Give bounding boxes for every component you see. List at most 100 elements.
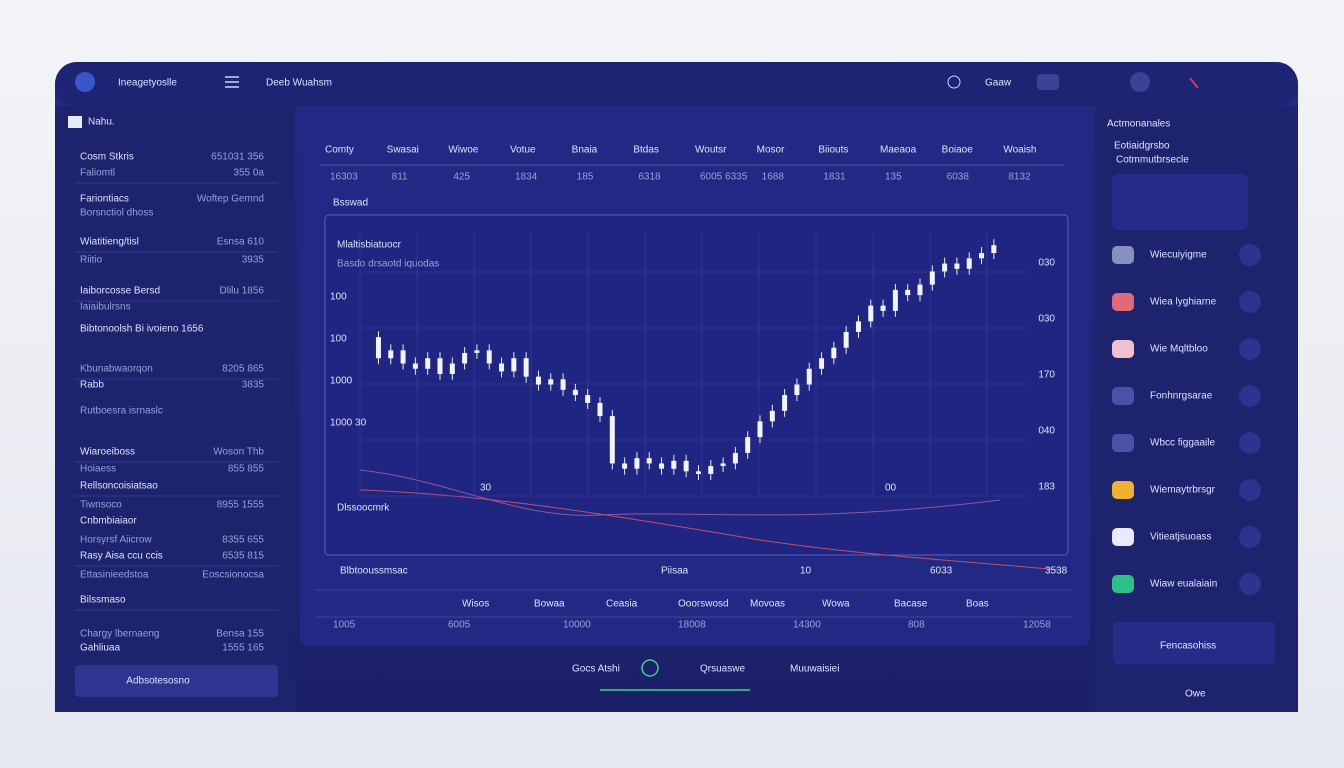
row-label: Tiwnsoco	[80, 500, 122, 511]
menu-icon[interactable]	[225, 76, 239, 88]
row-value: Esnsa 610	[217, 237, 265, 248]
candle	[499, 363, 505, 372]
right-item: Wiecuiyigme	[1150, 250, 1207, 261]
row-value: 3935	[242, 255, 265, 266]
bottom-header: Bacase	[894, 599, 928, 610]
chart-subtitle: Basdo drsaotd iquodas	[337, 259, 439, 270]
row-label: Riitio	[80, 255, 103, 266]
row-label: Rellsoncoisiatsao	[80, 481, 158, 492]
bottom-value: 1005	[333, 620, 356, 631]
row-value: 8955 1555	[217, 500, 265, 511]
table-header: Bnaia	[572, 145, 598, 156]
candle	[511, 358, 517, 372]
status: Gaaw	[985, 78, 1012, 89]
table-value: 811	[392, 172, 408, 183]
strip-label: 10	[800, 566, 812, 577]
candle	[597, 402, 603, 417]
row-value: 3835	[242, 380, 265, 391]
avatar[interactable]	[1130, 72, 1150, 92]
chart-box	[324, 214, 1069, 556]
candle	[855, 321, 861, 332]
toolbar-label[interactable]: Muuwaisiei	[790, 664, 839, 675]
search-icon[interactable]	[947, 75, 961, 89]
candle	[400, 350, 406, 364]
candle	[659, 463, 665, 469]
bottom-header: Wisos	[462, 599, 489, 610]
row-value: Bensa 155	[216, 629, 264, 640]
candle	[609, 416, 615, 464]
item-badge	[1239, 432, 1261, 454]
bottom-header: Ooorswosd	[678, 599, 729, 610]
candle	[622, 463, 628, 469]
row-label: Iaiborcosse Bersd	[80, 286, 160, 297]
candle	[757, 421, 763, 438]
row-label: Rasy Aisa ccu ccis	[80, 551, 163, 562]
candle	[794, 384, 800, 396]
logo	[75, 72, 95, 92]
toolbar-label[interactable]: Qrsuaswe	[700, 664, 745, 675]
table-value: 6318	[638, 172, 661, 183]
candle	[991, 245, 997, 254]
candle	[806, 368, 812, 385]
row-value: Eoscsionocsa	[202, 570, 264, 581]
row-value: Woson Thb	[213, 447, 264, 458]
table-value: 1831	[823, 172, 846, 183]
bottom-header: Ceasia	[606, 599, 638, 610]
toolbar-icon[interactable]	[641, 659, 659, 677]
row-label: Chargy lbernaeng	[80, 629, 160, 640]
y-label: 170	[1038, 370, 1055, 381]
toolbar-label[interactable]: Gocs Atshi	[572, 664, 620, 675]
table-header: Swasai	[387, 145, 419, 156]
item-badge	[1239, 244, 1261, 266]
candle	[634, 458, 640, 469]
bottom-value: 10000	[563, 620, 591, 631]
row-label: Faliomtl	[80, 168, 115, 179]
y-label: 030	[1038, 258, 1055, 269]
right-footer-card	[1113, 622, 1275, 664]
right-card	[1112, 174, 1248, 230]
sidebar-icon	[68, 116, 82, 128]
candle	[892, 289, 898, 311]
candle	[732, 452, 738, 464]
item-icon	[1112, 575, 1134, 593]
panel-label: Bsswad	[333, 198, 368, 209]
item-badge	[1239, 479, 1261, 501]
item-icon	[1112, 434, 1134, 452]
table-header: Boiaoe	[942, 145, 974, 156]
item-icon	[1112, 481, 1134, 499]
table-value: 6005 6335	[700, 172, 748, 183]
table-value: 185	[577, 172, 594, 183]
bottom-header: Bowaa	[534, 599, 565, 610]
chart-title: Mlaltisbiatuocr	[337, 240, 402, 251]
candle	[831, 347, 837, 359]
row-label: Rutboesra isrnaslc	[80, 406, 163, 417]
table-header: Biiouts	[818, 145, 848, 156]
table-value: 425	[453, 172, 470, 183]
button-label[interactable]: Adbsotesosno	[126, 676, 190, 687]
candle	[782, 395, 788, 411]
row-label: Rabb	[80, 380, 104, 391]
item-icon	[1112, 340, 1134, 358]
strip-label: Piisaa	[661, 566, 689, 577]
table-header: Wiwoe	[448, 145, 478, 156]
table-value: 8132	[1008, 172, 1031, 183]
menu-label: Deeb Wuahsm	[266, 78, 332, 89]
sidebar-button[interactable]	[75, 665, 278, 697]
y-label: 100	[330, 292, 347, 303]
table-value: 6038	[947, 172, 970, 183]
strip-label: Blbtooussmsac	[340, 566, 408, 577]
candle	[585, 395, 591, 403]
row-label: Wiatitieng/tisl	[80, 237, 139, 248]
item-icon	[1112, 387, 1134, 405]
strip-label: 6033	[930, 566, 953, 577]
candle	[535, 376, 541, 385]
table-value: 135	[885, 172, 902, 183]
bottom-value: 6005	[448, 620, 471, 631]
row-label: Wiaroeiboss	[80, 447, 135, 458]
candle	[966, 258, 972, 269]
strip-label: 3538	[1045, 566, 1068, 577]
item-badge	[1239, 338, 1261, 360]
bottom-value: 14300	[793, 620, 821, 631]
toggle[interactable]	[1037, 74, 1059, 90]
